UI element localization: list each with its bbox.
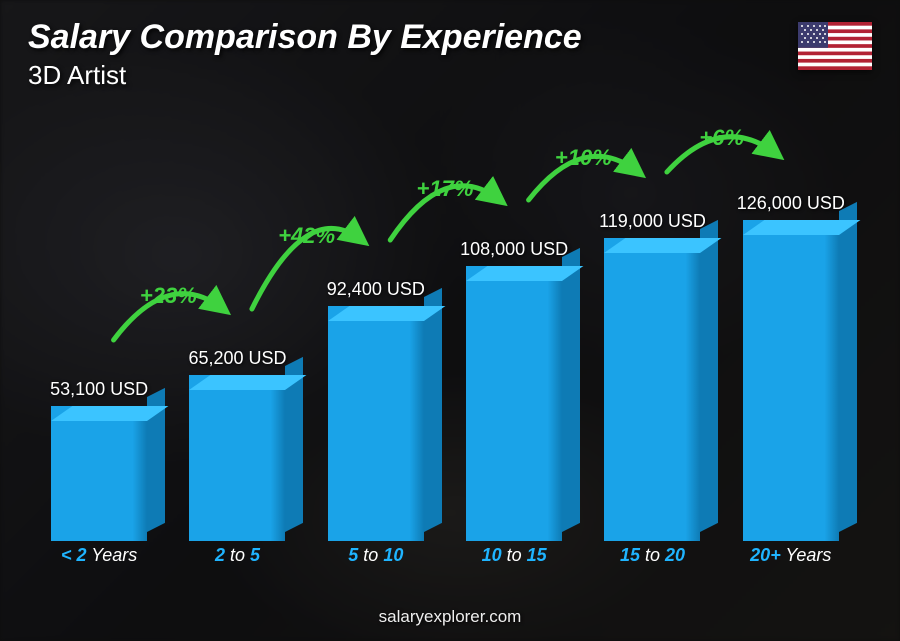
bar: [189, 375, 285, 541]
bar-group: 108,000 USD: [445, 100, 583, 541]
bar-group: 53,100 USD: [30, 100, 168, 541]
x-axis-label: 2 to 5: [168, 545, 306, 571]
x-axis-label: 15 to 20: [583, 545, 721, 571]
bar-group: 119,000 USD: [583, 100, 721, 541]
x-axis-label: 10 to 15: [445, 545, 583, 571]
bar: [466, 266, 562, 541]
bar-group: 65,200 USD: [168, 100, 306, 541]
page-title: Salary Comparison By Experience: [28, 18, 582, 57]
bar-value-label: 65,200 USD: [188, 348, 286, 369]
bar-group: 92,400 USD: [307, 100, 445, 541]
bar-chart: 53,100 USD 65,200 USD 92,400 USD 108,000 US…: [30, 100, 860, 571]
x-axis-label: 5 to 10: [307, 545, 445, 571]
bar: [743, 220, 839, 541]
x-axis-label: < 2 Years: [30, 545, 168, 571]
bar: [51, 406, 147, 541]
bar-value-label: 126,000 USD: [737, 193, 845, 214]
page-subtitle: 3D Artist: [28, 60, 126, 91]
footer-credit: salaryexplorer.com: [0, 607, 900, 627]
bar-value-label: 119,000 USD: [599, 211, 706, 232]
content-root: Salary Comparison By Experience 3D Artis…: [0, 0, 900, 641]
bar-value-label: 108,000 USD: [460, 239, 568, 260]
bar: [328, 306, 424, 541]
bar-group: 126,000 USD: [722, 100, 860, 541]
bar-value-label: 92,400 USD: [327, 279, 425, 300]
bars-container: 53,100 USD 65,200 USD 92,400 USD 108,000 US…: [30, 100, 860, 541]
x-axis-label: 20+ Years: [722, 545, 860, 571]
bar-value-label: 53,100 USD: [50, 379, 148, 400]
bar: [604, 238, 700, 541]
us-flag-icon: [798, 22, 872, 70]
x-axis: < 2 Years2 to 55 to 1010 to 1515 to 2020…: [30, 545, 860, 571]
